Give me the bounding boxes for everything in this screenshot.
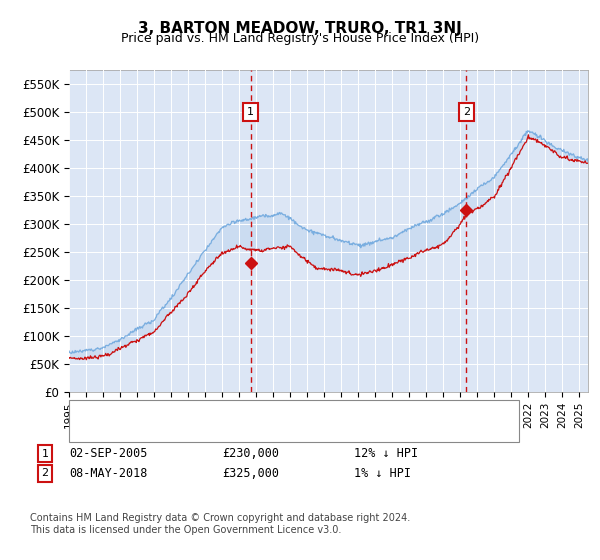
Text: 12% ↓ HPI: 12% ↓ HPI (354, 447, 418, 460)
Text: £230,000: £230,000 (222, 447, 279, 460)
Text: 1% ↓ HPI: 1% ↓ HPI (354, 466, 411, 480)
Text: —: — (84, 403, 101, 421)
Text: HPI: Average price, detached house, Cornwall: HPI: Average price, detached house, Corn… (105, 424, 359, 435)
Text: 3, BARTON MEADOW, TRURO, TR1 3NJ (detached house): 3, BARTON MEADOW, TRURO, TR1 3NJ (detach… (105, 407, 420, 417)
Text: 2: 2 (41, 468, 49, 478)
Text: 02-SEP-2005: 02-SEP-2005 (69, 447, 148, 460)
Text: —: — (84, 421, 101, 438)
Text: 1: 1 (247, 107, 254, 117)
Text: Price paid vs. HM Land Registry's House Price Index (HPI): Price paid vs. HM Land Registry's House … (121, 32, 479, 45)
Text: £325,000: £325,000 (222, 466, 279, 480)
Text: 08-MAY-2018: 08-MAY-2018 (69, 466, 148, 480)
Text: Contains HM Land Registry data © Crown copyright and database right 2024.
This d: Contains HM Land Registry data © Crown c… (30, 513, 410, 535)
Text: 2: 2 (463, 107, 470, 117)
Text: 1: 1 (41, 449, 49, 459)
Text: 3, BARTON MEADOW, TRURO, TR1 3NJ: 3, BARTON MEADOW, TRURO, TR1 3NJ (138, 21, 462, 36)
